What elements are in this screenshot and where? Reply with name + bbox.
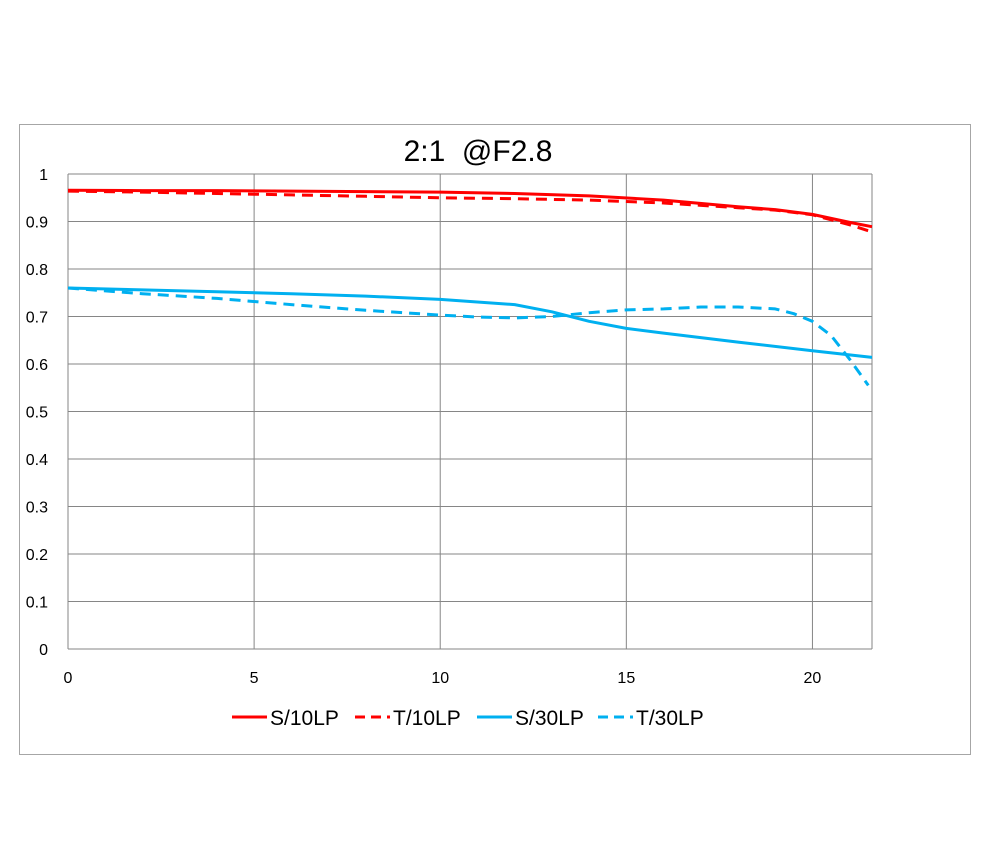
series-line-s-30lp: [67, 286, 873, 359]
x-tick-label: 0: [64, 670, 73, 687]
legend-label: T/30LP: [636, 707, 704, 730]
y-tick-label: 0.5: [26, 405, 48, 422]
legend: S/10LP T/10LP S/30LP T/30LP: [232, 707, 704, 730]
y-tick-label: 1: [39, 167, 48, 184]
y-tick-label: 0.4: [26, 452, 48, 469]
gridlines: [67, 173, 873, 650]
series-line-t-30lp: [67, 286, 870, 387]
series-lines: [67, 188, 873, 387]
y-tick-label: 0.2: [26, 547, 48, 564]
y-tick-label: 0.6: [26, 357, 48, 374]
y-tick-label: 0.8: [26, 262, 48, 279]
x-tick-label: 5: [250, 670, 259, 687]
y-tick-label: 0.9: [26, 215, 48, 232]
y-tick-label: 0: [39, 642, 48, 659]
x-tick-label: 15: [617, 670, 635, 687]
y-tick-label: 0.1: [26, 595, 48, 612]
legend-label: S/10LP: [270, 707, 339, 730]
x-tick-label: 10: [431, 670, 449, 687]
y-tick-label: 0.3: [26, 500, 48, 517]
y-tick-label: 0.7: [26, 310, 48, 327]
legend-label: S/30LP: [515, 707, 584, 730]
legend-label: T/10LP: [393, 707, 461, 730]
x-tick-label: 20: [804, 670, 822, 687]
series-line-t-10lp: [67, 189, 873, 234]
chart-title: 2:1 @F2.8: [404, 135, 553, 168]
axes: 00.10.20.30.40.50.60.70.80.910 5 10 15 20: [26, 167, 872, 687]
